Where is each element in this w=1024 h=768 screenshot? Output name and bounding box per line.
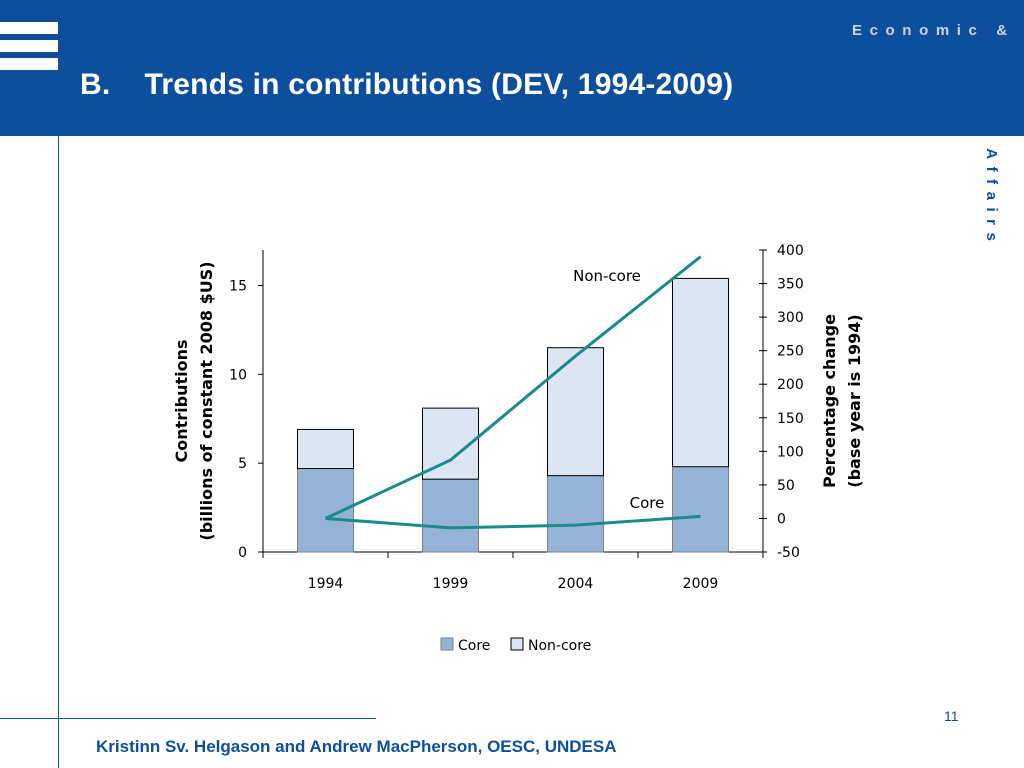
- brand-text-vertical-label: Social Affairs: [983, 48, 1000, 249]
- line-label-non-core: Non-core: [573, 267, 641, 285]
- y-tick-label-right: 400: [777, 243, 804, 259]
- y-tick-label-left: 0: [238, 545, 247, 561]
- x-tick-label: 1994: [308, 576, 344, 592]
- bar-non-core: [297, 428, 354, 470]
- legend-label-non-core: Non-core: [528, 638, 591, 654]
- line-core: [325, 514, 701, 530]
- y-tick-label-right: 300: [777, 310, 804, 326]
- legend-label-core: Core: [458, 638, 490, 654]
- legend-swatch-core: [440, 637, 454, 651]
- bar-non-core: [547, 347, 604, 477]
- line-label-core: Core: [630, 494, 665, 512]
- bar-core: [422, 478, 479, 553]
- bar-non-core: [672, 277, 729, 468]
- y-axis-title-left: Contributions: [172, 339, 191, 462]
- y-tick-label-left: 15: [229, 279, 247, 295]
- y-axis-title-right: Percentage change: [820, 314, 839, 488]
- divider-horizontal: [0, 718, 376, 719]
- x-tick-label: 2004: [558, 576, 594, 592]
- y-tick-label-right: 350: [777, 277, 804, 293]
- y-tick-label-left: 10: [229, 367, 247, 383]
- legend-swatch-non-core: [510, 637, 524, 651]
- y-tick-label-right: 50: [777, 478, 795, 494]
- x-tick-label: 1999: [433, 576, 469, 592]
- y-tick-label-right: 200: [777, 377, 804, 393]
- y-tick-label-right: 0: [777, 511, 786, 527]
- brand-text-vertical: Social Affairs: [983, 48, 1003, 248]
- slide-title: B. Trends in contributions (DEV, 1994-20…: [80, 68, 734, 101]
- page-number: 11: [944, 708, 959, 724]
- y-tick-label-right: -50: [777, 545, 800, 561]
- brand-text-top: Economic &: [852, 22, 1015, 39]
- un-logo-icon: [0, 22, 58, 76]
- footer-credits: Kristinn Sv. Helgason and Andrew MacPher…: [96, 737, 617, 756]
- y-tick-label-right: 250: [777, 344, 804, 360]
- bar-core: [672, 466, 729, 553]
- y-tick-label-right: 150: [777, 411, 804, 427]
- y-tick-label-right: 100: [777, 444, 804, 460]
- y-tick-label-left: 5: [238, 456, 247, 472]
- y-axis-subtitle-right: (base year is 1994): [845, 314, 864, 487]
- line-non-core: [324, 255, 702, 520]
- header-bar: B. Trends in contributions (DEV, 1994-20…: [0, 0, 1024, 136]
- divider-vertical: [58, 136, 59, 768]
- y-axis-subtitle-left: (billions of constant 2008 $US): [197, 261, 216, 540]
- x-tick-label: 2009: [683, 576, 719, 592]
- bar-core: [547, 475, 604, 553]
